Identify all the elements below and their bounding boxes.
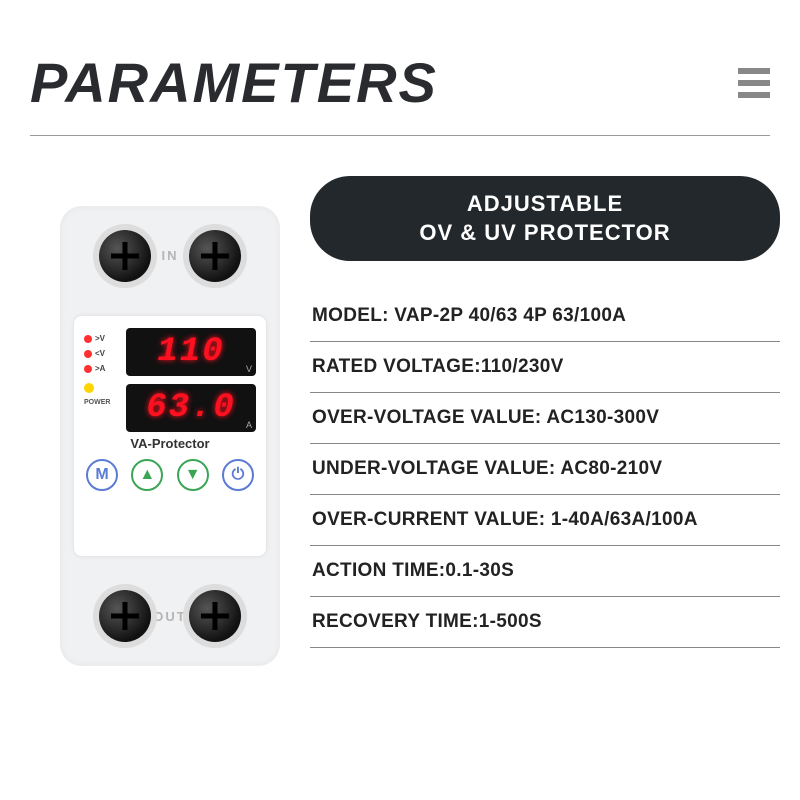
spec-row: ACTION TIME:0.1-30S: [310, 546, 780, 597]
device-face: >V <V >A POWER 110 V 63.0 A: [74, 316, 266, 556]
current-unit: A: [246, 420, 252, 430]
indicator-column: >V <V >A POWER: [84, 328, 120, 432]
menu-icon[interactable]: [738, 68, 770, 98]
ov-label: >V: [95, 334, 105, 343]
terminal-screw: [99, 230, 151, 282]
power-led: [84, 383, 94, 393]
spec-row: RATED VOLTAGE:110/230V: [310, 342, 780, 393]
badge-line1: ADJUSTABLE: [350, 190, 740, 219]
spec-row: UNDER-VOLTAGE VALUE: AC80-210V: [310, 444, 780, 495]
up-button[interactable]: ▲: [131, 459, 163, 491]
uv-led: [84, 350, 92, 358]
terminal-screw: [99, 590, 151, 642]
current-display: 63.0 A: [126, 384, 256, 432]
ov-led: [84, 335, 92, 343]
header: PARAMETERS: [0, 0, 800, 135]
voltage-display: 110 V: [126, 328, 256, 376]
spec-row: OVER-CURRENT VALUE: 1-40A/63A/100A: [310, 495, 780, 546]
terminal-screw: [189, 230, 241, 282]
power-label: POWER: [84, 399, 120, 406]
product-badge: ADJUSTABLE OV & UV PROTECTOR: [310, 176, 780, 261]
page-title: PARAMETERS: [30, 50, 438, 115]
content: IN >V <V >A POWER 110 V: [0, 176, 800, 666]
badge-line2: OV & UV PROTECTOR: [350, 219, 740, 248]
down-button[interactable]: ▼: [177, 459, 209, 491]
uv-label: <V: [95, 349, 105, 358]
spec-row: RECOVERY TIME:1-500S: [310, 597, 780, 648]
spec-list: MODEL: VAP-2P 40/63 4P 63/100A RATED VOL…: [310, 291, 780, 648]
voltage-value: 110: [157, 333, 224, 371]
oa-led: [84, 365, 92, 373]
button-row: M ▲ ▼ ⏻: [84, 459, 256, 491]
power-button[interactable]: ⏻: [222, 459, 254, 491]
in-label: IN: [162, 248, 179, 263]
terminal-screw: [189, 590, 241, 642]
device-image: IN >V <V >A POWER 110 V: [60, 206, 280, 666]
current-value: 63.0: [146, 389, 236, 427]
device-brand: VA-Protector: [84, 436, 256, 451]
divider: [30, 135, 770, 136]
spec-row: MODEL: VAP-2P 40/63 4P 63/100A: [310, 291, 780, 342]
specs-panel: ADJUSTABLE OV & UV PROTECTOR MODEL: VAP-…: [310, 176, 780, 666]
mode-button[interactable]: M: [86, 459, 118, 491]
oa-label: >A: [95, 364, 105, 373]
voltage-unit: V: [246, 364, 252, 374]
spec-row: OVER-VOLTAGE VALUE: AC130-300V: [310, 393, 780, 444]
